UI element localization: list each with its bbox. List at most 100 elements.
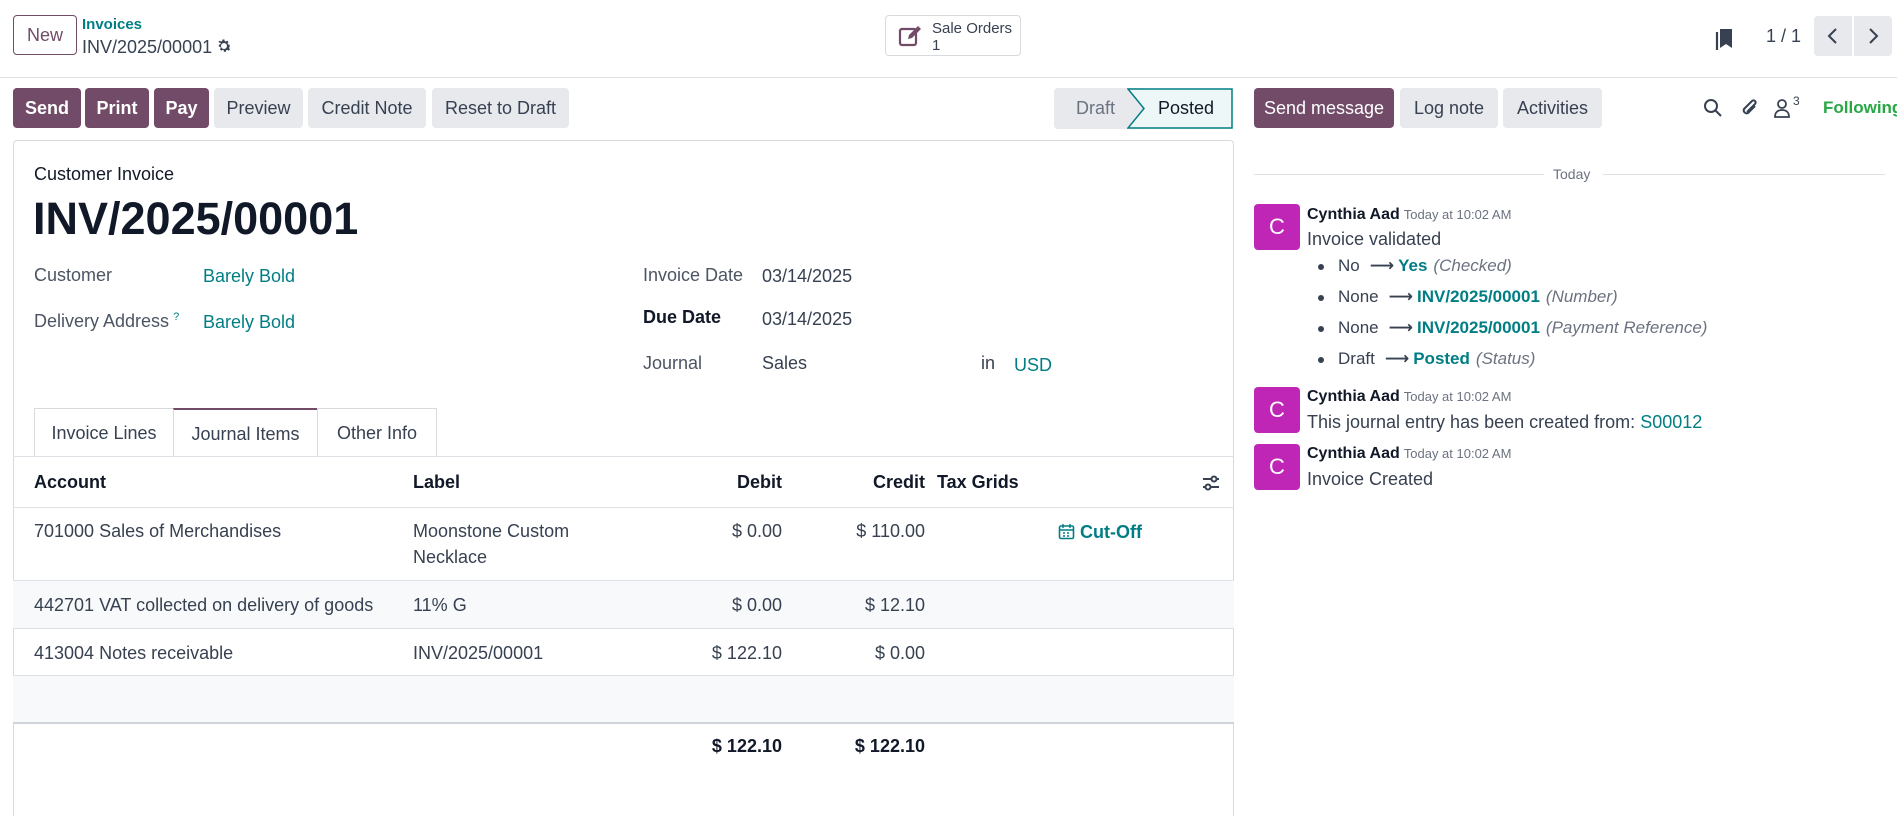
print-button[interactable]: Print <box>85 88 149 128</box>
message-body: Invoice validated <box>1307 229 1442 249</box>
invoice-date-value[interactable]: 03/14/2025 <box>762 266 853 286</box>
tracking-change: None ⟶ INV/2025/00001 (Payment Reference) <box>1318 318 1707 338</box>
tab-other-info[interactable]: Other Info <box>317 408 437 457</box>
column-label[interactable]: Label <box>413 472 461 492</box>
sale-orders-smart-button[interactable]: Sale Orders 1 <box>885 15 1021 56</box>
log-note-button[interactable]: Log note <box>1400 88 1498 128</box>
breadcrumb-record-name: INV/2025/00001 <box>82 37 213 57</box>
followers-count: 3 <box>1793 94 1800 108</box>
due-date-label: Due Date <box>643 307 722 327</box>
avatar[interactable]: C <box>1254 444 1300 490</box>
tab-invoice-lines[interactable]: Invoice Lines <box>34 408 174 457</box>
preview-button[interactable]: Preview <box>214 88 303 128</box>
column-tax-grids[interactable]: Tax Grids <box>937 472 1019 492</box>
cutoff-label: Cut-Off <box>1080 522 1142 542</box>
smart-button-count: 1 <box>932 37 941 54</box>
smart-button-label: Sale Orders <box>932 20 1013 37</box>
message-time: Today at 10:02 AM <box>1403 446 1512 461</box>
table-row[interactable] <box>13 581 1234 628</box>
pager-next-button[interactable] <box>1854 16 1892 56</box>
reset-to-draft-button[interactable]: Reset to Draft <box>432 88 569 128</box>
column-credit[interactable]: Credit <box>872 472 925 492</box>
column-debit[interactable]: Debit <box>737 472 782 492</box>
chatter-separator-line-left <box>1254 174 1544 175</box>
avatar[interactable]: C <box>1254 204 1300 250</box>
credit-note-button[interactable]: Credit Note <box>308 88 426 128</box>
tab-journal-items[interactable]: Journal Items <box>173 408 318 457</box>
row-account: 701000 Sales of Merchandises <box>34 521 282 541</box>
sale-order-link[interactable]: S00012 <box>1640 412 1703 432</box>
total-debit: $ 122.10 <box>711 736 782 756</box>
empty-row <box>13 676 1234 722</box>
tracking-change: None ⟶ INV/2025/00001 (Number) <box>1318 287 1618 307</box>
document-type: Customer Invoice <box>34 164 175 184</box>
message-body: This journal entry has been created from… <box>1307 412 1702 433</box>
row-account: 442701 VAT collected on delivery of good… <box>34 595 374 615</box>
journal-label: Journal <box>643 353 703 373</box>
status-draft[interactable]: Draft <box>1054 88 1144 129</box>
row-label: Moonstone Custom <box>413 521 570 541</box>
activities-button[interactable]: Activities <box>1503 88 1602 128</box>
message-time: Today at 10:02 AM <box>1403 389 1512 404</box>
row-debit: $ 122.10 <box>711 643 782 663</box>
chatter-date-separator: Today <box>1553 166 1591 182</box>
message-author-name: Cynthia Aad <box>1307 206 1400 223</box>
pay-button[interactable]: Pay <box>154 88 209 128</box>
status-posted[interactable]: Posted <box>1158 98 1215 118</box>
message-author[interactable]: Cynthia Aad Today at 10:02 AM <box>1307 206 1511 224</box>
row-label: 11% G <box>413 595 467 615</box>
delivery-address-label: Delivery Address? <box>34 311 179 332</box>
paperclip-icon[interactable] <box>1740 97 1760 124</box>
total-credit: $ 122.10 <box>854 736 925 756</box>
breadcrumb-invoices[interactable]: Invoices <box>82 16 143 33</box>
customer-value[interactable]: Barely Bold <box>203 266 296 286</box>
message-body: Invoice Created <box>1307 469 1434 489</box>
edit-icon <box>898 24 924 53</box>
calendar-icon <box>1058 524 1075 540</box>
send-message-button[interactable]: Send message <box>1254 88 1394 128</box>
gear-icon[interactable] <box>215 37 235 57</box>
invoice-number-title: INV/2025/00001 <box>33 193 359 244</box>
optional-columns-icon[interactable] <box>1201 473 1221 498</box>
row-label: INV/2025/00001 <box>413 643 544 663</box>
chevron-right-icon <box>1869 28 1879 44</box>
delivery-address-value[interactable]: Barely Bold <box>203 312 296 332</box>
new-button[interactable]: New <box>13 15 77 55</box>
help-tooltip-icon[interactable]: ? <box>173 311 180 323</box>
journal-value[interactable]: Sales <box>762 353 808 373</box>
row-debit: $ 0.00 <box>731 595 782 615</box>
tracking-change: No ⟶ Yes (Checked) <box>1318 256 1512 276</box>
row-account: 413004 Notes receivable <box>34 643 234 663</box>
message-time: Today at 10:02 AM <box>1403 207 1512 222</box>
due-date-value[interactable]: 03/14/2025 <box>762 309 853 329</box>
send-button[interactable]: Send <box>13 88 81 128</box>
bookmark-icon[interactable] <box>1714 26 1734 55</box>
message-body-text: This journal entry has been created from… <box>1307 412 1636 432</box>
followers-button[interactable]: 3 <box>1773 94 1809 120</box>
delivery-address-label-text: Delivery Address <box>34 311 170 331</box>
currency-value[interactable]: USD <box>1014 355 1053 375</box>
search-icon[interactable] <box>1703 98 1723 123</box>
row-label-continued: Necklace <box>413 547 488 567</box>
status-draft-label: Draft <box>1076 98 1116 118</box>
pager-previous-button[interactable] <box>1814 16 1852 56</box>
cutoff-button[interactable]: Cut-Off <box>1058 522 1142 543</box>
row-debit: $ 0.00 <box>731 521 782 541</box>
message-author-name: Cynthia Aad <box>1307 388 1400 405</box>
status-arrow <box>1127 88 1233 129</box>
following-button[interactable]: Following <box>1823 98 1897 117</box>
user-icon <box>1774 99 1790 118</box>
customer-label: Customer <box>34 265 113 285</box>
message-author[interactable]: Cynthia Aad Today at 10:02 AM <box>1307 388 1511 406</box>
pager-value[interactable]: 1 / 1 <box>1766 26 1802 46</box>
row-credit: $ 110.00 <box>856 521 925 541</box>
invoice-date-label: Invoice Date <box>643 265 744 285</box>
avatar[interactable]: C <box>1254 387 1300 433</box>
message-author-name: Cynthia Aad <box>1307 445 1400 462</box>
row-credit: $ 12.10 <box>864 595 925 615</box>
status-bar: Draft Posted <box>1054 88 1233 129</box>
control-panel: New Invoices INV/2025/00001 Sale Orders … <box>0 0 1897 78</box>
column-account[interactable]: Account <box>34 472 106 492</box>
table-row[interactable] <box>13 508 1234 580</box>
message-author[interactable]: Cynthia Aad Today at 10:02 AM <box>1307 445 1511 463</box>
